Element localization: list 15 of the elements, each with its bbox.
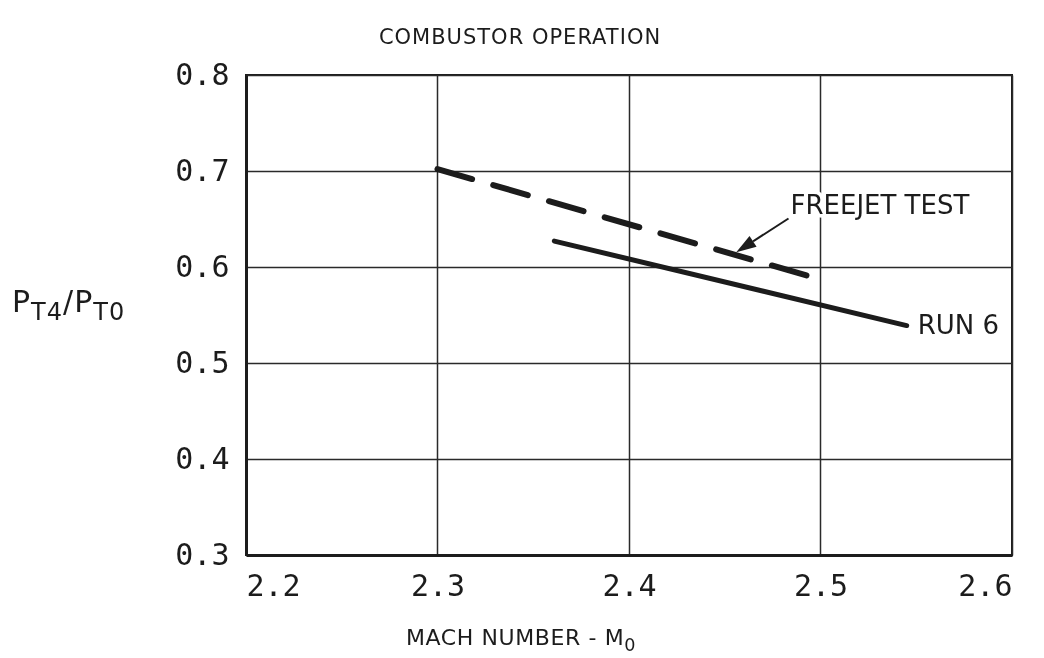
- x-tick-label: 2.4: [602, 567, 657, 603]
- x-axis-title: MACH NUMBER - M$_{0}$: [405, 625, 637, 656]
- series-label: RUN 6: [917, 309, 1000, 340]
- chart-title: COMBUSTOR OPERATION: [378, 25, 662, 49]
- y-axis-title: P$_{T4}$/P$_{T0}$: [12, 284, 126, 327]
- y-tick-label: 0.3: [175, 536, 230, 572]
- x-tick-label: 2.5: [793, 567, 849, 603]
- x-tick-label: 2.3: [410, 567, 466, 603]
- x-tick-label: 2.6: [958, 567, 1013, 603]
- y-tick-label: 0.5: [175, 344, 230, 380]
- y-tick-label: 0.7: [175, 152, 230, 188]
- y-tick-label: 0.6: [175, 248, 230, 284]
- y-tick-label: 0.8: [175, 56, 230, 92]
- x-tick-label: 2.2: [246, 567, 301, 603]
- y-tick-label: 0.4: [175, 440, 230, 476]
